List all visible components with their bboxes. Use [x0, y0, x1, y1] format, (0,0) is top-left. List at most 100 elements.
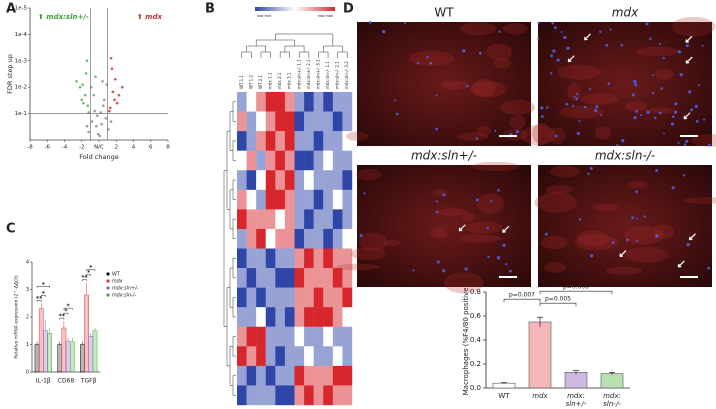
- heatmap-cell: [256, 326, 266, 347]
- nucleus: [701, 44, 704, 47]
- point: [82, 101, 85, 105]
- tissue-texture: [690, 133, 716, 147]
- y-tick-label: 1e-1: [15, 111, 27, 117]
- x-tick-label: -4: [62, 145, 68, 151]
- heatmap-cell: [237, 248, 247, 269]
- tissue-texture: [465, 221, 503, 234]
- heatmap-cell: [323, 228, 334, 249]
- y-tick-label: 1: [26, 342, 29, 348]
- nucleus: [662, 56, 665, 60]
- legend-marker: [106, 286, 110, 290]
- heatmap-cell: [332, 365, 343, 386]
- heatmap-cell: [237, 326, 247, 347]
- column-label: mdx 1.1: [268, 72, 273, 89]
- heatmap-cell: [256, 209, 266, 230]
- tissue-texture: [493, 57, 512, 69]
- significance-label: p=0.006: [563, 284, 589, 291]
- bar: [38, 308, 44, 373]
- nucleus: [578, 218, 582, 221]
- arrow: [583, 33, 591, 41]
- significance-bracket: [86, 269, 96, 272]
- heatmap-cell: [265, 365, 276, 386]
- nucleus: [685, 139, 689, 143]
- nucleus: [677, 141, 680, 144]
- heatmap-cell: [246, 131, 257, 151]
- nucleus: [605, 43, 609, 47]
- tissue-texture: [653, 224, 675, 239]
- heatmap-cell: [256, 287, 266, 308]
- x-tick-label: CD68: [58, 378, 75, 385]
- tissue-texture: [625, 101, 648, 112]
- nucleus: [646, 110, 650, 115]
- heatmap-cell: [275, 131, 286, 151]
- bar: [80, 344, 85, 373]
- x-tick-label: IL-1β: [36, 378, 51, 385]
- nucleus: [478, 51, 482, 55]
- heatmap-cell: [332, 170, 343, 191]
- nucleus: [363, 192, 366, 195]
- heatmap-cell: [323, 209, 334, 230]
- heatmap-cell: [237, 209, 247, 230]
- point: [109, 56, 113, 60]
- tissue-texture: [635, 46, 680, 57]
- heatmap-cell: [246, 150, 257, 171]
- x-tick-label: 6: [149, 145, 153, 151]
- nucleus: [588, 88, 592, 91]
- heatmap-cell: [265, 92, 276, 112]
- nucleus: [620, 43, 624, 47]
- nucleus: [429, 61, 433, 65]
- heatmap-cell: [323, 365, 334, 386]
- y-tick-label: 1e-4: [15, 32, 28, 38]
- heatmap-cell: [284, 228, 295, 249]
- heatmap-cell: [304, 268, 314, 288]
- point: [84, 72, 88, 75]
- heatmap-cell: [294, 92, 305, 112]
- nucleus: [412, 269, 415, 272]
- heatmap-cell: [323, 150, 334, 171]
- heatmap-cell: [284, 326, 295, 347]
- heatmap-cell: [265, 150, 276, 171]
- heatmap-cell: [332, 268, 343, 288]
- heatmap-cell: [246, 326, 257, 347]
- nucleus: [643, 215, 647, 218]
- point: [108, 106, 112, 110]
- nucleus: [563, 35, 567, 40]
- nucleus: [670, 122, 675, 126]
- y-tick-label: 1e-3: [15, 58, 28, 64]
- annotation: ⬆ mdx:sln+/-: [38, 13, 89, 21]
- micrograph-label: mdx:sln-/-: [595, 149, 655, 163]
- x-tick-label: -8: [27, 145, 33, 151]
- significance-bracket: [63, 312, 69, 315]
- panel-letter: B: [205, 2, 215, 17]
- heatmap-cell: [256, 189, 266, 210]
- x-tick-label: mdx: sln+/-: [565, 392, 587, 408]
- nucleus: [540, 106, 544, 110]
- heatmap-cell: [237, 268, 247, 288]
- x-tick-label: mdx: [532, 392, 548, 400]
- nucleus: [703, 118, 706, 121]
- nucleus: [651, 74, 654, 77]
- nucleus: [403, 22, 407, 25]
- nucleus: [394, 99, 397, 102]
- nucleus: [435, 94, 438, 97]
- tissue-texture: [460, 234, 502, 243]
- nucleus: [494, 129, 497, 132]
- significance-label: *: [67, 303, 71, 310]
- heatmap-cell: [342, 189, 353, 210]
- tissue-texture: [624, 247, 669, 263]
- tissue-texture: [540, 235, 568, 250]
- arrow: [683, 112, 691, 120]
- heatmap-cell: [332, 385, 343, 406]
- bar: [43, 330, 48, 373]
- legend-marker: [106, 293, 110, 297]
- significance-label: **: [36, 295, 43, 302]
- nucleus: [435, 200, 439, 203]
- nucleus: [576, 131, 580, 136]
- nucleus: [576, 92, 579, 96]
- heatmap-cell: [256, 346, 266, 367]
- heatmap-cell: [332, 287, 343, 308]
- nucleus: [658, 42, 661, 45]
- heatmap-cell: [313, 189, 324, 210]
- heatmap-cell: [275, 307, 286, 327]
- heatmap-cell: [256, 131, 266, 151]
